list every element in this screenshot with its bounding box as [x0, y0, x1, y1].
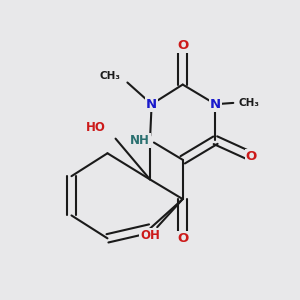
Text: N: N	[146, 98, 157, 111]
Text: CH₃: CH₃	[100, 71, 121, 81]
Text: OH: OH	[140, 229, 160, 242]
Text: NH: NH	[130, 134, 150, 147]
Text: HO: HO	[86, 121, 106, 134]
Text: N: N	[210, 98, 221, 111]
Text: O: O	[177, 39, 188, 52]
Text: O: O	[246, 150, 257, 163]
Text: CH₃: CH₃	[238, 98, 259, 108]
Text: O: O	[177, 232, 188, 245]
